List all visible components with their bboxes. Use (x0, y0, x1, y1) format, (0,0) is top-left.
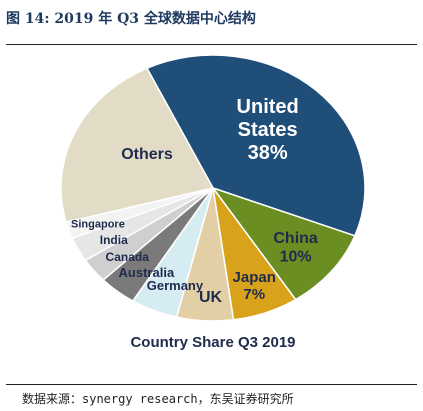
top-rule (6, 44, 417, 45)
bottom-rule (6, 384, 417, 385)
pie-slices (60, 54, 366, 322)
label-india: India (100, 233, 128, 247)
figure-title: 图 14: 2019 年 Q3 全球数据中心结构 (6, 11, 256, 27)
chart-title: Country Share Q3 2019 (130, 334, 295, 351)
label-australia: Australia (119, 265, 175, 280)
label-united-states: United States 38% (237, 96, 299, 164)
label-others: Others (121, 146, 173, 163)
label-germany: Germany (147, 278, 204, 293)
slice-united-states (145, 54, 366, 237)
label-japan: Japan 7% (233, 269, 276, 303)
slice-china (210, 186, 356, 301)
label-singapore: Singapore (71, 218, 125, 230)
source-note: 数据来源：synergy research，东吴证券研究所 (22, 392, 294, 406)
label-canada: Canada (106, 250, 150, 264)
pie-labels: United States 38% China 10% Japan 7% UKGermanyA… (71, 96, 318, 306)
label-uk: UK (199, 289, 223, 306)
slice-others (60, 67, 215, 224)
pie-chart: United States 38% China 10% Japan 7% UKGermanyA… (60, 54, 366, 351)
label-china: China 10% (273, 230, 318, 265)
